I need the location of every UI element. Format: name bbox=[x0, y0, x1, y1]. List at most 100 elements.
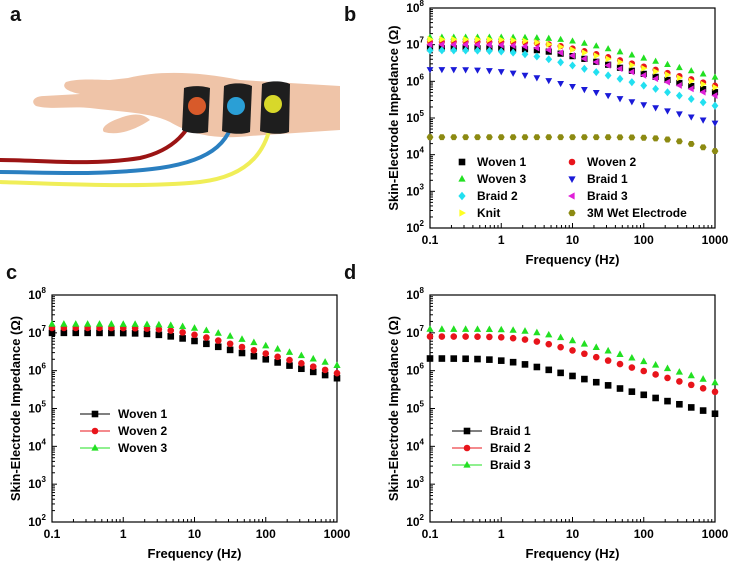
chart-panel-d: 0.1 1 10 100 1000102103104105106107108Freque… bbox=[386, 286, 729, 561]
legend-item: Woven 3 bbox=[80, 441, 167, 455]
data-point bbox=[72, 320, 80, 327]
data-point bbox=[580, 55, 587, 63]
legend-marker bbox=[458, 191, 466, 201]
x-tick-label: 1 bbox=[120, 527, 127, 541]
legend-label: Knit bbox=[477, 206, 500, 220]
data-point bbox=[687, 404, 695, 411]
data-point bbox=[179, 335, 186, 342]
data-point bbox=[604, 93, 612, 100]
data-point bbox=[238, 343, 246, 351]
data-point bbox=[450, 67, 458, 74]
data-point bbox=[108, 329, 115, 337]
data-point bbox=[687, 94, 695, 104]
data-point bbox=[48, 329, 56, 337]
data-point bbox=[664, 374, 671, 382]
data-point bbox=[509, 134, 517, 141]
data-point bbox=[616, 134, 624, 141]
data-point bbox=[687, 381, 695, 389]
data-point bbox=[521, 361, 529, 368]
data-point bbox=[450, 333, 458, 340]
data-point bbox=[450, 325, 458, 332]
data-point bbox=[676, 400, 683, 408]
data-point bbox=[687, 141, 695, 147]
data-point bbox=[497, 69, 505, 76]
electrode-2 bbox=[227, 97, 245, 115]
data-point bbox=[262, 341, 270, 349]
data-point bbox=[497, 325, 505, 333]
data-point bbox=[262, 350, 270, 357]
data-point bbox=[675, 368, 684, 375]
data-point bbox=[462, 46, 470, 55]
wire-blue bbox=[0, 107, 238, 175]
data-point bbox=[699, 117, 707, 124]
data-point bbox=[556, 333, 565, 341]
data-point bbox=[462, 333, 469, 340]
series-woven-3 bbox=[48, 320, 341, 369]
data-point bbox=[604, 134, 612, 141]
series-woven-1 bbox=[48, 329, 341, 382]
data-point bbox=[438, 325, 446, 332]
x-tick-label: 10 bbox=[566, 233, 580, 247]
legend-label: Braid 1 bbox=[587, 172, 628, 186]
data-point bbox=[462, 355, 469, 363]
y-tick-label: 105 bbox=[28, 400, 46, 416]
y-axis-label: Skin-Electrode Impedance (Ω) bbox=[386, 25, 401, 210]
y-tick-label: 105 bbox=[406, 400, 424, 416]
data-point bbox=[250, 346, 258, 354]
wrist-illustration bbox=[0, 72, 341, 188]
data-point bbox=[333, 369, 341, 377]
data-point bbox=[617, 58, 624, 66]
data-point bbox=[628, 134, 636, 141]
data-point bbox=[533, 363, 541, 371]
data-point bbox=[191, 337, 198, 345]
legend-label: Woven 1 bbox=[477, 155, 526, 169]
x-tick-label: 100 bbox=[634, 233, 654, 247]
data-point bbox=[640, 134, 648, 141]
data-point bbox=[191, 331, 198, 339]
data-point bbox=[333, 361, 341, 369]
data-point bbox=[568, 52, 575, 59]
data-point bbox=[640, 357, 648, 365]
data-point bbox=[426, 325, 434, 332]
data-point bbox=[226, 346, 234, 354]
data-point bbox=[226, 332, 234, 339]
data-point bbox=[664, 136, 671, 143]
data-point bbox=[450, 41, 457, 49]
data-point bbox=[628, 51, 636, 58]
data-point bbox=[450, 134, 458, 141]
x-axis-label: Frequency (Hz) bbox=[148, 546, 242, 561]
data-point bbox=[687, 114, 695, 121]
data-point bbox=[84, 329, 91, 337]
series-braid-1 bbox=[426, 67, 719, 127]
data-point bbox=[711, 388, 719, 396]
data-point bbox=[321, 366, 329, 374]
data-point bbox=[592, 378, 600, 386]
data-point bbox=[426, 67, 434, 74]
data-point bbox=[450, 46, 458, 55]
y-tick-label: 106 bbox=[406, 72, 424, 88]
data-point bbox=[485, 46, 493, 55]
data-point bbox=[557, 80, 565, 88]
data-point bbox=[309, 368, 317, 376]
data-point bbox=[119, 320, 127, 327]
data-point bbox=[131, 330, 139, 337]
data-point bbox=[485, 41, 492, 49]
data-point bbox=[676, 74, 684, 82]
data-point bbox=[533, 34, 541, 41]
data-point bbox=[451, 35, 458, 43]
data-point bbox=[461, 325, 470, 332]
data-point bbox=[581, 49, 589, 57]
x-tick-label: 10 bbox=[188, 527, 202, 541]
data-point bbox=[687, 85, 694, 93]
data-point bbox=[286, 356, 293, 364]
legend-item: 3M Wet Electrode bbox=[568, 206, 687, 220]
data-point bbox=[143, 330, 151, 338]
data-point bbox=[497, 41, 504, 49]
y-axis-label: Skin-Electrode Impedance (Ω) bbox=[8, 316, 23, 501]
data-point bbox=[628, 99, 636, 106]
data-point bbox=[652, 105, 660, 112]
data-point bbox=[297, 351, 306, 359]
data-point bbox=[699, 407, 707, 414]
data-point bbox=[461, 41, 469, 49]
